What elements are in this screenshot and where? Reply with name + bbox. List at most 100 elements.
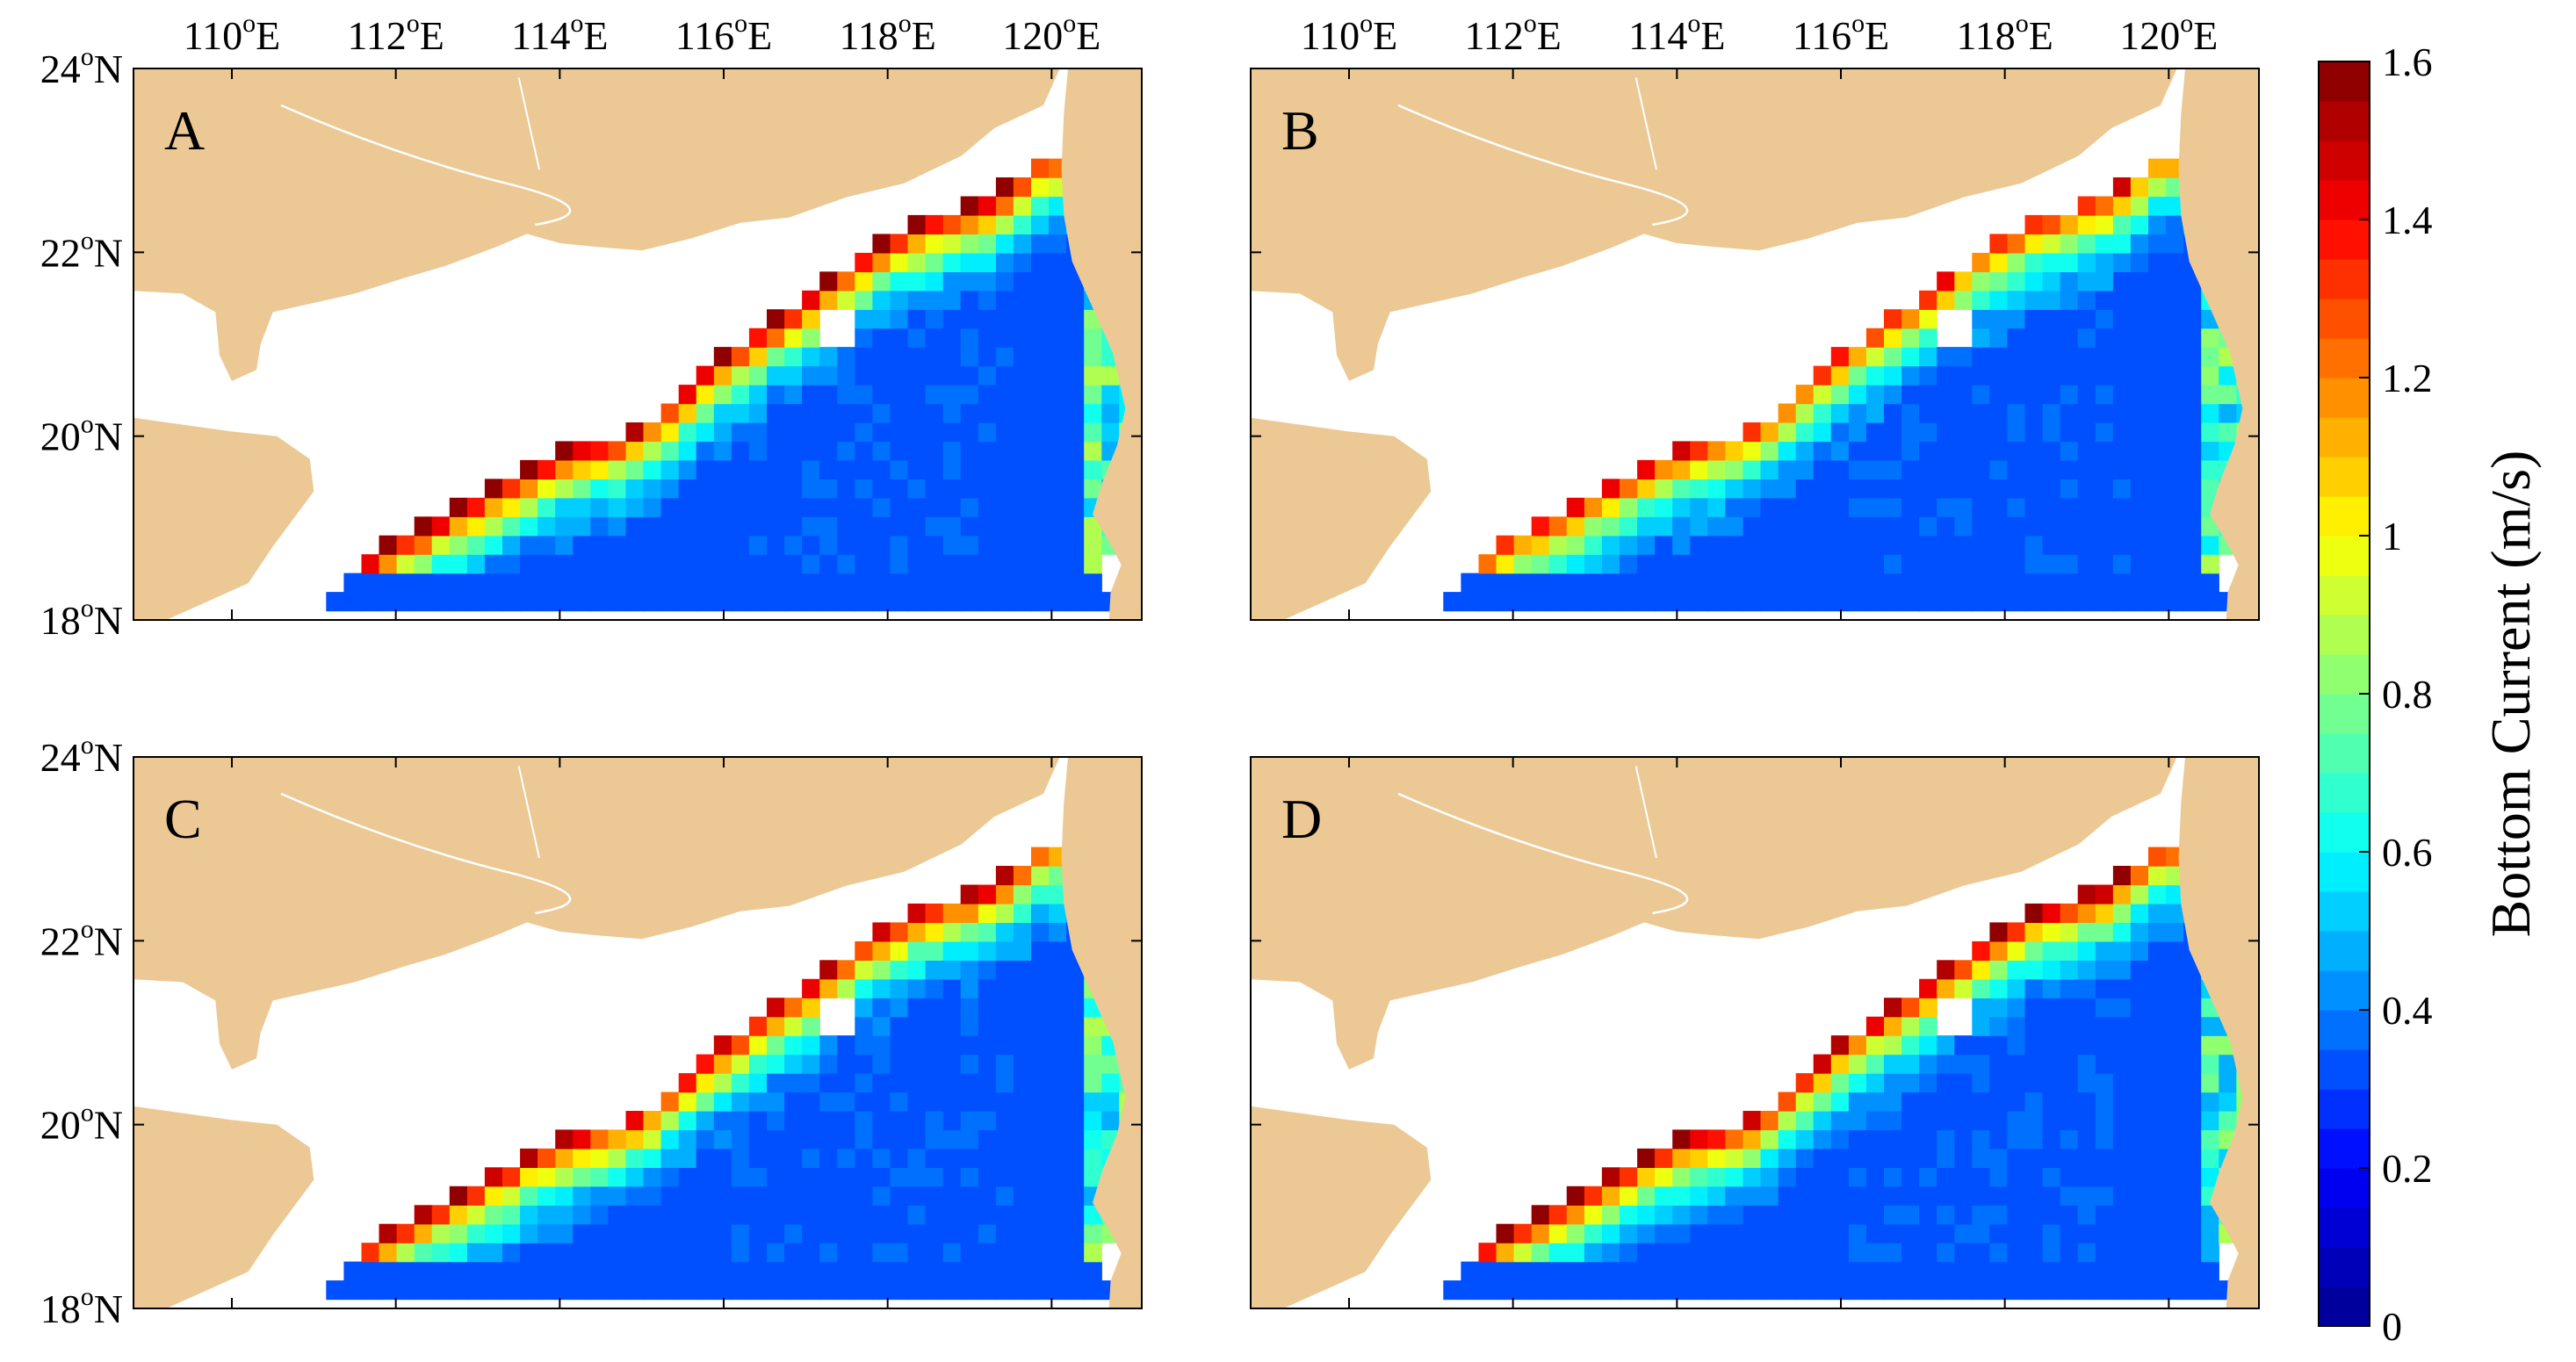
current-cell bbox=[2219, 1092, 2237, 1112]
river-line bbox=[1397, 104, 1689, 227]
current-cell bbox=[2095, 998, 2114, 1018]
current-cell bbox=[1884, 1016, 1902, 1036]
current-cell bbox=[995, 1205, 1014, 1225]
current-cell bbox=[1066, 1223, 1085, 1243]
current-cell bbox=[1031, 1035, 1050, 1056]
current-cell bbox=[2042, 252, 2061, 272]
current-cell bbox=[2148, 1111, 2167, 1131]
current-cell bbox=[748, 403, 768, 423]
current-cell bbox=[538, 479, 556, 499]
current-cell bbox=[837, 403, 855, 423]
current-cell bbox=[1813, 1073, 1832, 1093]
current-cell bbox=[925, 365, 944, 386]
current-cell bbox=[449, 573, 468, 593]
current-cell bbox=[1954, 403, 1973, 423]
current-cell bbox=[960, 1035, 979, 1056]
current-cell bbox=[1954, 1243, 1973, 1263]
colorbar-level bbox=[2319, 852, 2370, 892]
current-cell bbox=[1496, 1223, 1515, 1243]
current-cell bbox=[2166, 884, 2184, 904]
current-cell bbox=[678, 554, 697, 574]
current-cell bbox=[1778, 422, 1797, 443]
current-cell bbox=[2042, 1073, 2061, 1093]
current-cell bbox=[1865, 1280, 1885, 1301]
current-cell bbox=[1031, 1185, 1050, 1206]
current-cell bbox=[995, 290, 1014, 310]
current-cell bbox=[907, 479, 927, 499]
current-cell bbox=[1637, 1261, 1656, 1281]
current-cell bbox=[1513, 1280, 1533, 1301]
current-cell bbox=[1989, 1280, 2009, 1301]
current-cell bbox=[1548, 1280, 1568, 1301]
current-cell bbox=[2183, 309, 2202, 329]
current-cell bbox=[1760, 1280, 1779, 1301]
current-cell bbox=[2148, 884, 2167, 904]
current-cell bbox=[1049, 1073, 1067, 1093]
current-cell bbox=[2024, 214, 2044, 234]
current-cell bbox=[2201, 1111, 2219, 1131]
current-cell bbox=[1601, 1223, 1620, 1243]
current-cell bbox=[343, 1261, 363, 1281]
current-cell bbox=[2130, 1092, 2149, 1112]
current-cell bbox=[1865, 385, 1885, 405]
current-cell bbox=[995, 1016, 1014, 1036]
current-cell bbox=[2024, 1205, 2044, 1225]
current-cell bbox=[1901, 1035, 1920, 1056]
current-cell bbox=[2007, 922, 2026, 942]
current-cell bbox=[431, 554, 451, 574]
current-cell bbox=[449, 535, 468, 555]
current-cell bbox=[942, 960, 962, 980]
current-cell bbox=[2112, 497, 2132, 517]
current-cell bbox=[555, 1205, 574, 1225]
current-cell bbox=[431, 1205, 451, 1225]
current-cell bbox=[1049, 1167, 1067, 1187]
current-cell bbox=[2007, 347, 2026, 367]
current-cell bbox=[872, 459, 891, 479]
current-cell bbox=[802, 1016, 820, 1036]
current-cell bbox=[1760, 459, 1779, 479]
current-cell bbox=[573, 1205, 591, 1225]
current-cell bbox=[1743, 554, 1762, 574]
current-cell bbox=[2077, 422, 2096, 443]
current-cell bbox=[1813, 479, 1832, 499]
current-cell bbox=[1865, 403, 1885, 423]
current-cell bbox=[1013, 960, 1032, 980]
current-cell bbox=[1049, 1243, 1067, 1263]
current-cell bbox=[1049, 1148, 1067, 1168]
current-cell bbox=[855, 441, 873, 461]
current-cell bbox=[1620, 535, 1638, 555]
current-cell bbox=[1884, 422, 1902, 443]
current-cell bbox=[1778, 479, 1797, 499]
current-cell bbox=[942, 1073, 962, 1093]
current-cell bbox=[925, 328, 944, 348]
current-cell bbox=[2024, 1092, 2044, 1112]
current-cell bbox=[2042, 1223, 2061, 1243]
current-cell bbox=[960, 1129, 979, 1149]
current-cell bbox=[660, 1280, 680, 1301]
current-cell bbox=[872, 516, 891, 537]
current-cell bbox=[2042, 922, 2061, 942]
current-cell bbox=[907, 940, 927, 961]
current-cell bbox=[767, 385, 785, 405]
current-cell bbox=[643, 459, 662, 479]
current-cell bbox=[907, 592, 927, 612]
current-cell bbox=[1884, 1129, 1902, 1149]
current-cell bbox=[1601, 1167, 1620, 1187]
current-cell bbox=[942, 1148, 962, 1168]
current-cell bbox=[1830, 1054, 1850, 1074]
current-cell bbox=[2024, 1073, 2044, 1093]
current-cell bbox=[520, 535, 538, 555]
mainland-china-land bbox=[133, 68, 1060, 381]
current-cell bbox=[2130, 1205, 2149, 1225]
current-cell bbox=[2201, 535, 2219, 555]
current-cell bbox=[1865, 1167, 1885, 1187]
current-cell bbox=[590, 1129, 609, 1149]
current-cell bbox=[1548, 516, 1568, 537]
current-cell bbox=[1031, 1073, 1050, 1093]
current-cell bbox=[2130, 479, 2149, 499]
current-cell bbox=[2201, 403, 2219, 423]
current-cell bbox=[907, 960, 927, 980]
current-cell bbox=[1031, 960, 1050, 980]
current-cell bbox=[995, 1035, 1014, 1056]
current-cell bbox=[855, 940, 873, 961]
